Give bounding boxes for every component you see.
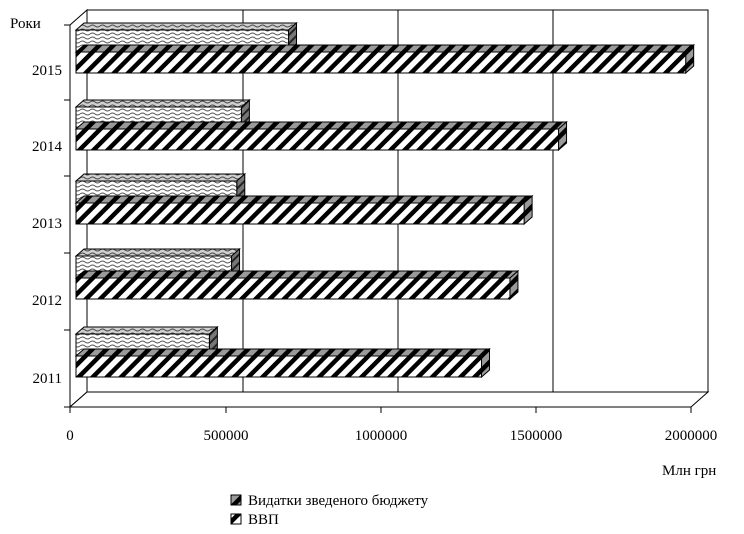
x-tick-label: 2000000 — [665, 428, 718, 444]
y-tick-label: 2012 — [32, 293, 62, 309]
y-tick-label: 2015 — [32, 63, 62, 79]
bar-top-face — [74, 173, 247, 182]
x-tick-label: 1000000 — [355, 428, 408, 444]
bar-top-face — [74, 195, 534, 204]
bar-top-face — [74, 44, 696, 53]
bar-top-face — [74, 270, 520, 279]
bars-layer — [74, 21, 696, 379]
x-axis: 0 500000 1000000 1500000 2000000 — [66, 407, 717, 444]
bar-front-face — [75, 128, 560, 151]
x-axis-label: Млн грн — [662, 463, 716, 479]
bar-gdp-2014 — [74, 120, 568, 152]
bar-top-face — [74, 99, 251, 108]
bar-gdp-2012 — [74, 269, 520, 301]
bar-top-face — [74, 248, 241, 257]
bar-front-face — [75, 202, 525, 225]
bar-front-face — [75, 277, 511, 300]
bar-front-face — [75, 355, 483, 378]
y-axis: 2011 2012 2013 2014 2015 — [32, 24, 70, 408]
y-tick-label: 2013 — [32, 216, 62, 232]
bar-gdp-2011 — [74, 347, 491, 379]
legend-swatch-budget — [230, 494, 242, 506]
bar-front-face — [75, 51, 687, 74]
legend: Видатки зведеного бюджету ВВП — [230, 493, 429, 528]
x-tick-label: 0 — [66, 428, 74, 444]
x-tick-label: 1500000 — [510, 428, 563, 444]
bar-top-face — [74, 348, 491, 357]
bar-top-face — [74, 22, 298, 31]
y-tick-label: 2014 — [32, 139, 63, 155]
legend-label-budget: Видатки зведеного бюджету — [248, 493, 429, 509]
x-tick-label: 500000 — [204, 428, 249, 444]
bar-top-face — [74, 121, 568, 130]
bar-gdp-2013 — [74, 194, 534, 226]
y-tick-label: 2011 — [33, 371, 62, 387]
legend-swatch-gdp — [230, 513, 242, 525]
y-axis-label: Роки — [10, 16, 41, 32]
floor — [68, 391, 710, 408]
bar-gdp-2015 — [74, 43, 696, 75]
legend-label-gdp: ВВП — [248, 512, 279, 528]
bar-top-face — [74, 326, 219, 335]
